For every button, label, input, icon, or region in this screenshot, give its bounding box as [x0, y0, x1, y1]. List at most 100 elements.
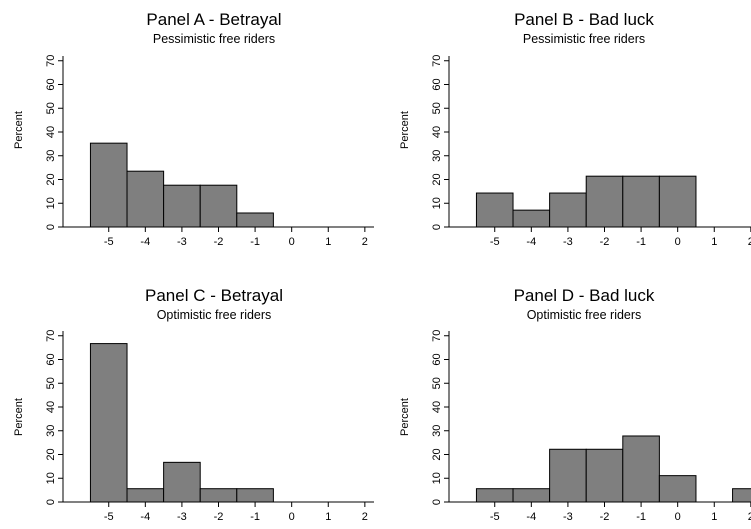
- panel-b-y-tick-label: 50: [431, 102, 443, 114]
- panel-c-y-tick-label: 40: [45, 401, 57, 413]
- panel-a-y-tick-label: 10: [45, 197, 57, 209]
- panel-d-y-tick-label: 60: [431, 353, 443, 365]
- panel-d-bar: [585, 448, 624, 503]
- panel-d-y-tick-label: 40: [431, 401, 443, 413]
- panel-a-subtitle: Pessimistic free riders: [153, 32, 275, 46]
- panel-a-bar: [236, 212, 274, 228]
- panel-b-bar: [622, 175, 660, 228]
- panel-d: Panel D - Bad luck Optimistic free rider…: [399, 286, 751, 523]
- panel-d-bar: [658, 475, 697, 503]
- panel-d-bar: [549, 448, 587, 503]
- panel-c-y-tick-label: 10: [45, 472, 57, 484]
- panel-a-x-tick-label: 1: [325, 236, 331, 248]
- panel-b-plot: 0 10 20 30 40 50 60 70 -5 -4 -3 -2 -1 0 1 2: [431, 55, 751, 248]
- panel-b-y-tick-label: 60: [431, 78, 443, 90]
- panel-b-x-tick-label: 2: [748, 236, 751, 248]
- panel-c-x-tick-label: 1: [325, 511, 331, 523]
- panel-d-y-tick-label: 0: [431, 499, 443, 505]
- panel-c-y-tick-label: 20: [45, 448, 57, 460]
- panel-a-x-tick-label: 0: [289, 236, 295, 248]
- panel-a: Panel A - Betrayal Pessimistic free ride…: [13, 10, 374, 248]
- panel-b-ylabel: Percent: [399, 111, 411, 149]
- panel-d-x-tick-label: -4: [526, 511, 536, 523]
- panel-b: Panel B - Bad luck Pessimistic free ride…: [399, 10, 751, 248]
- panel-a-y-tick-label: 30: [45, 150, 57, 162]
- panel-a-x-tick-label: 2: [362, 236, 368, 248]
- panel-d-subtitle: Optimistic free riders: [527, 308, 642, 322]
- panel-c-bar: [126, 488, 165, 503]
- panel-c-x-tick-label: -5: [104, 511, 114, 523]
- panel-b-bar: [658, 175, 697, 228]
- panel-a-ylabel: Percent: [13, 111, 25, 149]
- panel-d-ylabel: Percent: [399, 398, 411, 436]
- panel-d-x-tick-label: -2: [600, 511, 610, 523]
- panel-d-bar: [475, 488, 514, 503]
- panel-d-x-tick-label: 0: [675, 511, 681, 523]
- panel-b-title: Panel B - Bad luck: [514, 10, 654, 29]
- panel-c-y-tick-label: 60: [45, 353, 57, 365]
- panel-c-subtitle: Optimistic free riders: [157, 308, 272, 322]
- panel-d-bar: [622, 435, 660, 503]
- panel-a-y-tick-label: 70: [45, 55, 57, 67]
- panel-c-bar: [199, 488, 238, 503]
- panel-c-plot: 0 10 20 30 40 50 60 70 -5 -4 -3 -2 -1 0 1 2: [45, 330, 374, 523]
- panel-b-bar: [585, 175, 624, 228]
- panel-a-bar: [126, 170, 165, 228]
- panel-a-plot: 0 10 20 30 40 50 60 70 -5 -4 -3 -2 -1 0 1 2: [45, 55, 374, 248]
- panel-d-plot: 0 10 20 30 40 50 60 70 -5 -4 -3 -2 -1 0 1 2: [431, 330, 751, 523]
- panel-a-x-tick-label: -5: [104, 236, 114, 248]
- panel-b-x-tick-label: 0: [675, 236, 681, 248]
- panel-c-x-tick-label: 0: [289, 511, 295, 523]
- panel-d-x-tick-label: 1: [711, 511, 717, 523]
- panel-c: Panel C - Betrayal Optimistic free rider…: [13, 286, 374, 523]
- panel-b-y-tick-label: 20: [431, 173, 443, 185]
- panel-a-bar: [163, 184, 201, 228]
- panel-c-y-tick-label: 30: [45, 425, 57, 437]
- panel-c-x-tick-label: -4: [140, 511, 150, 523]
- panel-c-y-tick-label: 0: [45, 499, 57, 505]
- panel-b-y-tick-label: 10: [431, 197, 443, 209]
- panel-c-x-tick-label: 2: [362, 511, 368, 523]
- panel-d-bar: [732, 488, 751, 503]
- panel-c-bar: [163, 461, 201, 503]
- panel-b-x-tick-label: -2: [600, 236, 610, 248]
- panel-c-bar: [236, 488, 274, 503]
- panel-b-bar: [512, 209, 551, 228]
- panel-b-bar: [549, 192, 587, 228]
- panel-c-y-tick-label: 70: [45, 330, 57, 342]
- panel-d-y-tick-label: 20: [431, 448, 443, 460]
- panel-d-y-tick-label: 70: [431, 330, 443, 342]
- panel-b-y-tick-label: 0: [431, 224, 443, 230]
- panel-d-x-tick-label: -5: [490, 511, 500, 523]
- panel-d-x-tick-label: -1: [636, 511, 646, 523]
- panel-b-y-tick-label: 30: [431, 150, 443, 162]
- panel-d-y-tick-label: 10: [431, 472, 443, 484]
- panel-a-bar: [89, 142, 128, 228]
- panel-d-y-tick-label: 50: [431, 377, 443, 389]
- panel-c-x-tick-label: -2: [214, 511, 224, 523]
- panel-c-x-tick-label: -1: [250, 511, 260, 523]
- panel-d-y-tick-label: 30: [431, 425, 443, 437]
- panel-a-x-tick-label: -3: [177, 236, 187, 248]
- panel-a-y-tick-label: 0: [45, 224, 57, 230]
- panel-b-x-tick-label: -5: [490, 236, 500, 248]
- panel-c-y-tick-label: 50: [45, 377, 57, 389]
- panel-d-x-tick-label: -3: [563, 511, 573, 523]
- panel-b-y-tick-label: 40: [431, 126, 443, 138]
- panel-b-x-tick-label: 1: [711, 236, 717, 248]
- panel-c-bar: [89, 343, 128, 503]
- panel-b-x-tick-label: -3: [563, 236, 573, 248]
- panel-b-x-tick-label: -4: [526, 236, 536, 248]
- panel-a-x-tick-label: -4: [140, 236, 150, 248]
- panel-a-y-tick-label: 60: [45, 78, 57, 90]
- panel-d-title: Panel D - Bad luck: [514, 286, 655, 305]
- panel-a-y-tick-label: 50: [45, 102, 57, 114]
- panel-b-y-tick-label: 70: [431, 55, 443, 67]
- panel-b-bar: [475, 192, 514, 228]
- panel-d-x-tick-label: 2: [748, 511, 751, 523]
- panel-a-y-tick-label: 40: [45, 126, 57, 138]
- panel-c-x-tick-label: -3: [177, 511, 187, 523]
- panel-a-x-tick-label: -1: [250, 236, 260, 248]
- panel-a-x-tick-label: -2: [214, 236, 224, 248]
